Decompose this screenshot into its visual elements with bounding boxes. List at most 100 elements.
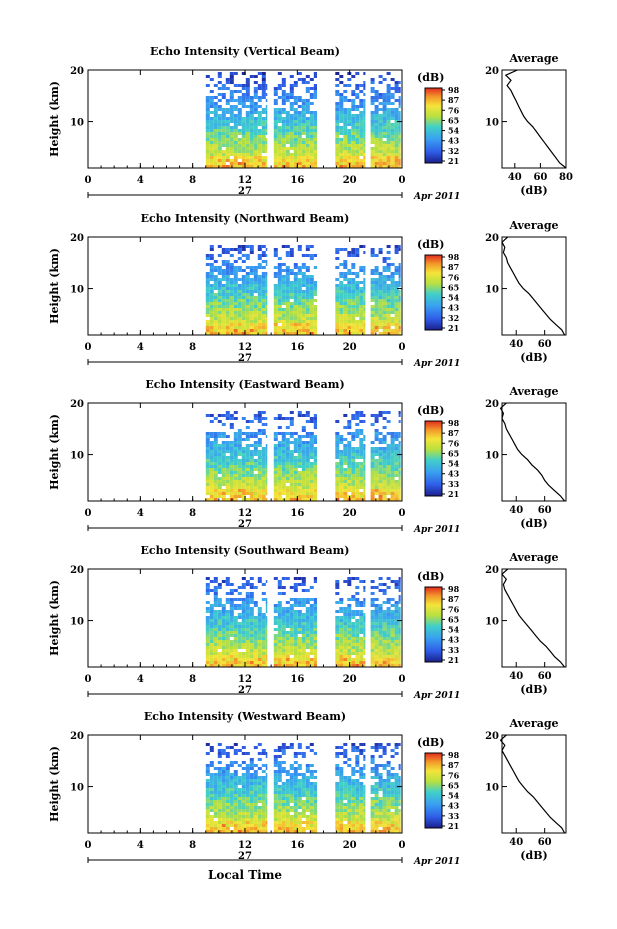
colorbar-tick-label: 76 — [448, 438, 460, 448]
x-tick-label: 0 — [399, 342, 406, 353]
colorbar-label: (dB) — [417, 71, 444, 84]
colorbar-tick-label: 54 — [448, 459, 460, 469]
colorbar-tick-label: 54 — [448, 293, 460, 303]
y-tick-label: 10 — [70, 285, 84, 296]
panel-1: Echo Intensity (Vertical Beam) Height (km… — [48, 45, 573, 202]
avg-x-tick-label: 80 — [559, 172, 573, 183]
y-axis-label: Height (km) — [48, 414, 61, 490]
heatmap — [205, 72, 401, 168]
colorbar-tick-label: 65 — [448, 282, 459, 292]
x-tick-label: 20 — [343, 175, 357, 186]
x-tick-label: 12 — [238, 342, 252, 353]
avg-x-tick-label: 40 — [509, 671, 523, 682]
avg-x-tick-label: 40 — [509, 505, 523, 516]
colorbar-tick-label: 87 — [448, 760, 459, 770]
colorbar-label: (dB) — [417, 404, 444, 417]
colorbar-label: (dB) — [417, 238, 444, 251]
day-label: 27 — [238, 851, 252, 862]
colorbar-tick-label: 98 — [448, 252, 460, 262]
y-axis-label: Height (km) — [48, 746, 61, 822]
avg-y-tick-label: 10 — [485, 783, 499, 794]
month-label: Apr 2011 — [413, 525, 460, 535]
avg-x-tick-label: 60 — [538, 837, 552, 848]
colorbar-tick-label: 65 — [448, 448, 459, 458]
y-tick-label: 20 — [70, 233, 84, 244]
colorbar-tick-label: 87 — [448, 262, 459, 272]
avg-y-tick-label: 10 — [485, 451, 499, 462]
x-tick-label: 8 — [189, 674, 196, 685]
month-label: Apr 2011 — [413, 192, 460, 202]
x-tick-label: 12 — [238, 674, 252, 685]
month-label: Apr 2011 — [413, 857, 460, 867]
heatmap — [205, 411, 401, 501]
avg-x-tick-label: 60 — [538, 339, 552, 350]
avg-x-label: (dB) — [520, 517, 547, 530]
x-tick-label: 8 — [189, 508, 196, 519]
avg-x-label: (dB) — [520, 683, 547, 696]
avg-y-tick-label: 10 — [485, 285, 499, 296]
colorbar-tick-label: 21 — [448, 156, 459, 166]
colorbar-tick-label: 21 — [448, 655, 459, 665]
colorbar-tick-label: 98 — [448, 85, 460, 95]
avg-title: Average — [508, 551, 558, 564]
heatmap — [205, 743, 401, 833]
colorbar — [424, 87, 443, 164]
x-tick-label: 12 — [238, 175, 252, 186]
panel-2: Echo Intensity (Northward Beam) Height (k… — [48, 212, 567, 369]
colorbar-tick-label: 87 — [448, 428, 459, 438]
colorbar-tick-label: 33 — [448, 645, 460, 655]
colorbar-label: (dB) — [417, 570, 444, 583]
x-tick-label: 16 — [290, 674, 304, 685]
avg-x-tick-label: 60 — [538, 505, 552, 516]
y-axis-label: Height (km) — [48, 81, 61, 157]
x-axis-title: Local Time — [208, 868, 282, 882]
x-tick-label: 12 — [238, 508, 252, 519]
x-tick-label: 0 — [85, 840, 92, 851]
y-tick-label: 20 — [70, 565, 84, 576]
colorbar-tick-label: 54 — [448, 625, 460, 635]
colorbar-tick-label: 21 — [448, 323, 459, 333]
colorbar-tick-label: 43 — [448, 303, 460, 313]
y-tick-label: 10 — [70, 617, 84, 628]
avg-title: Average — [508, 219, 558, 232]
day-label: 27 — [238, 186, 252, 197]
colorbar-tick-label: 87 — [448, 95, 459, 105]
panel-3: Echo Intensity (Eastward Beam) Height (km… — [48, 378, 567, 535]
y-axis-label: Height (km) — [48, 580, 61, 656]
x-tick-label: 4 — [137, 508, 144, 519]
month-label: Apr 2011 — [413, 359, 460, 369]
avg-frame — [501, 568, 567, 668]
panel-title: Echo Intensity (Vertical Beam) — [150, 45, 340, 58]
x-tick-label: 20 — [343, 342, 357, 353]
colorbar-tick-label: 76 — [448, 604, 460, 614]
x-tick-label: 0 — [85, 674, 92, 685]
avg-y-tick-label: 20 — [485, 399, 499, 410]
x-tick-label: 16 — [290, 342, 304, 353]
avg-y-tick-label: 10 — [485, 118, 499, 129]
avg-profile-line — [499, 402, 566, 502]
avg-frame — [501, 236, 567, 336]
colorbar-tick-label: 54 — [448, 126, 460, 136]
colorbar-tick-label: 87 — [448, 594, 459, 604]
x-tick-label: 20 — [343, 508, 357, 519]
x-tick-label: 12 — [238, 840, 252, 851]
colorbar-tick-label: 43 — [448, 801, 460, 811]
x-tick-label: 16 — [290, 508, 304, 519]
avg-x-label: (dB) — [520, 849, 547, 862]
colorbar-tick-label: 43 — [448, 136, 460, 146]
colorbar — [424, 752, 443, 829]
colorbar-tick-label: 65 — [448, 614, 459, 624]
y-tick-label: 20 — [70, 66, 84, 77]
colorbar-tick-label: 98 — [448, 750, 460, 760]
y-tick-label: 20 — [70, 399, 84, 410]
x-tick-label: 0 — [85, 342, 92, 353]
colorbar-tick-label: 54 — [448, 791, 460, 801]
colorbar — [424, 420, 443, 497]
day-label: 27 — [238, 353, 252, 364]
x-tick-label: 0 — [399, 674, 406, 685]
x-tick-label: 4 — [137, 840, 144, 851]
avg-x-tick-label: 40 — [509, 339, 523, 350]
colorbar-tick-label: 32 — [448, 146, 459, 156]
colorbar-tick-label: 98 — [448, 584, 460, 594]
